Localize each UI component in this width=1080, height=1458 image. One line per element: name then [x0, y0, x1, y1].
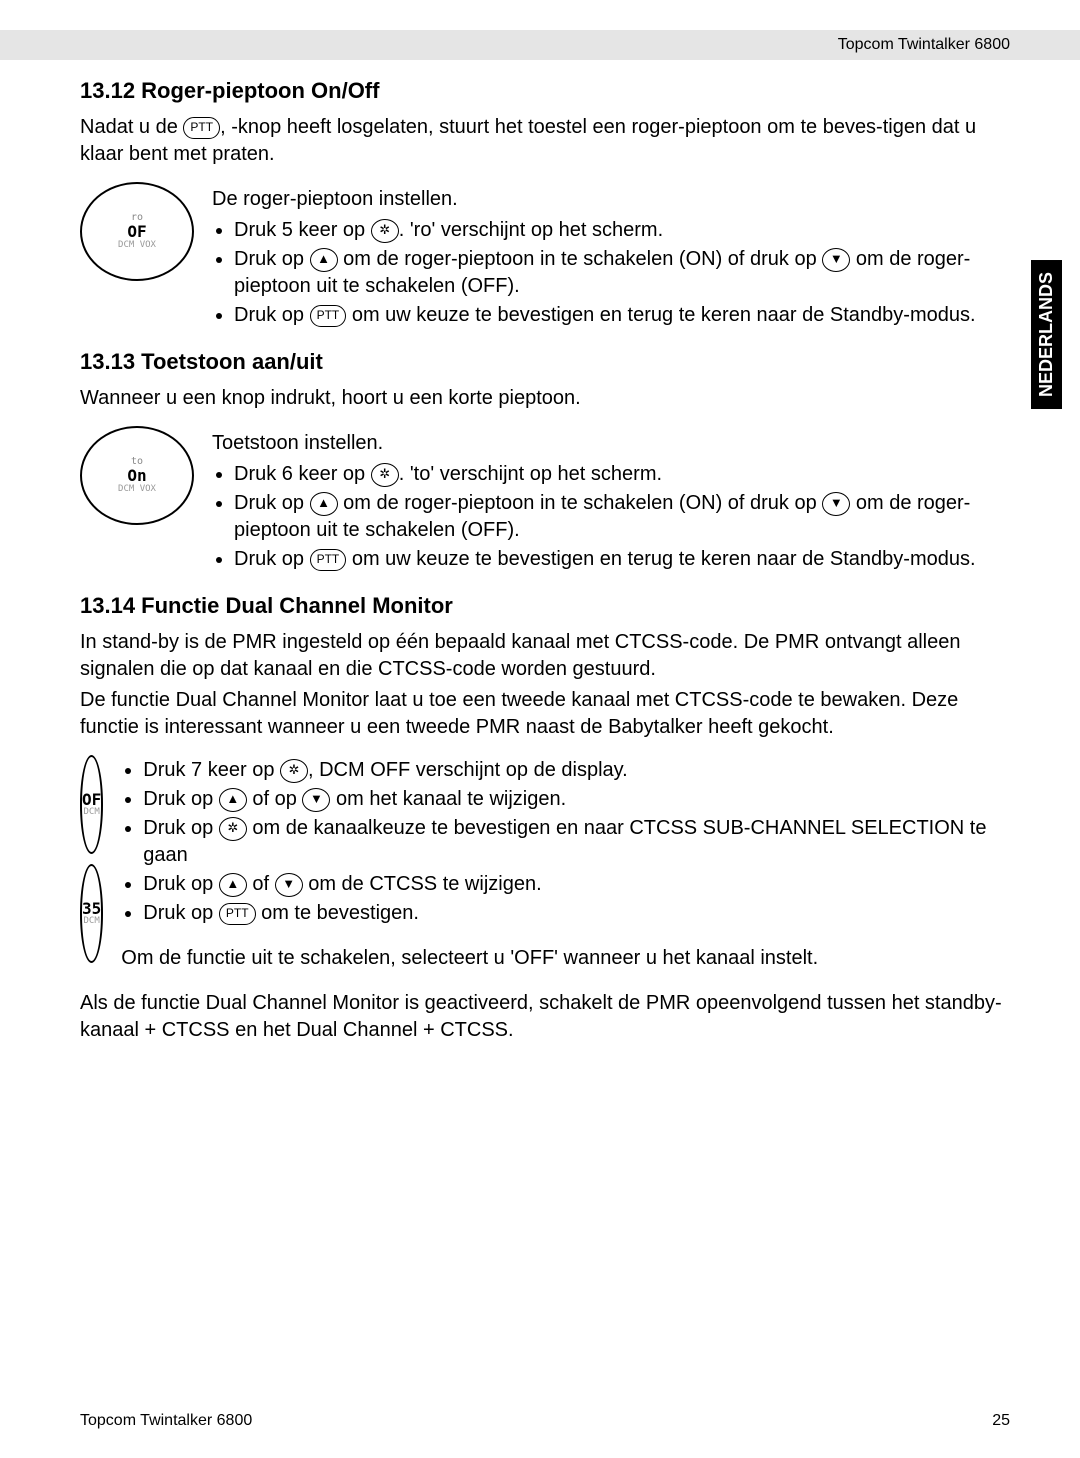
icon-big: OF: [127, 223, 146, 241]
footer-left: Topcom Twintalker 6800: [80, 1412, 252, 1430]
icon-sub: DCM VOX: [118, 241, 156, 251]
menu-icon: ✲: [371, 219, 399, 243]
ptt-icon: PTT: [219, 903, 256, 925]
up-icon: ▲: [219, 788, 247, 812]
text: Druk op: [234, 304, 310, 326]
up-icon: ▲: [310, 492, 338, 516]
down-icon: ▼: [302, 788, 330, 812]
icon-sub: DCM: [84, 808, 100, 818]
text: om het kanaal te wijzigen.: [330, 788, 566, 810]
note-1314: Om de functie uit te schakelen, selectee…: [121, 945, 1010, 972]
display-icon-ro: ro OF DCM VOX: [80, 182, 194, 281]
list-item: Druk op ▲ of op ▼ om het kanaal te wijzi…: [143, 786, 1010, 813]
text: Nadat u de: [80, 116, 183, 138]
text: Druk op: [143, 873, 219, 895]
text: om de CTCSS te wijzigen.: [303, 873, 542, 895]
up-icon: ▲: [310, 248, 338, 272]
text: Druk op: [234, 548, 310, 570]
after-1314: Als de functie Dual Channel Monitor is g…: [80, 990, 1010, 1044]
icon-big: 35: [82, 900, 101, 918]
text: Druk op: [143, 788, 219, 810]
icon-sub: DCM VOX: [118, 485, 156, 495]
text: of op: [247, 788, 303, 810]
menu-icon: ✲: [280, 759, 308, 783]
text: of: [247, 873, 275, 895]
down-icon: ▼: [822, 492, 850, 516]
display-icon-dcm-off: OF DCM: [80, 755, 103, 854]
intro-1312: Nadat u de PTT, -knop heeft losgelaten, …: [80, 114, 1010, 168]
list-item: Druk op PTT om uw keuze te bevestigen en…: [234, 302, 1010, 329]
list-item: Druk 5 keer op ✲. 'ro' verschijnt op het…: [234, 217, 1010, 244]
page-footer: Topcom Twintalker 6800 25: [80, 1412, 1010, 1430]
text: , DCM OFF verschijnt op de display.: [308, 759, 628, 781]
text: om te bevestigen.: [256, 902, 419, 924]
text: . 'to' verschijnt op het scherm.: [399, 463, 662, 485]
text: om de roger-pieptoon in te schakelen (ON…: [338, 248, 823, 270]
p2-1314: De functie Dual Channel Monitor laat u t…: [80, 687, 1010, 741]
ptt-icon: PTT: [310, 305, 347, 327]
text: Druk 5 keer op: [234, 219, 371, 241]
text: om uw keuze te bevestigen en terug te ke…: [346, 304, 975, 326]
text: om uw keuze te bevestigen en terug te ke…: [346, 548, 975, 570]
display-icon-to: to On DCM VOX: [80, 426, 194, 525]
icon-sub: DCM: [84, 917, 100, 927]
up-icon: ▲: [219, 873, 247, 897]
heading-1314: 13.14 Functie Dual Channel Monitor: [80, 593, 1010, 619]
ptt-icon: PTT: [310, 549, 347, 571]
language-tab: NEDERLANDS: [1031, 260, 1062, 409]
icon-big: On: [127, 467, 146, 485]
intro-1313: Wanneer u een knop indrukt, hoort u een …: [80, 385, 1010, 412]
list-item: Druk op PTT om uw keuze te bevestigen en…: [234, 546, 1010, 573]
header-bar: Topcom Twintalker 6800: [0, 30, 1080, 60]
list-item: Druk 7 keer op ✲, DCM OFF verschijnt op …: [143, 757, 1010, 784]
text: Druk op: [234, 492, 310, 514]
menu-icon: ✲: [219, 817, 247, 841]
text: Druk op: [234, 248, 310, 270]
list-item: Druk op PTT om te bevestigen.: [143, 900, 1010, 927]
down-icon: ▼: [822, 248, 850, 272]
heading-1312: 13.12 Roger-pieptoon On/Off: [80, 78, 1010, 104]
header-product: Topcom Twintalker 6800: [838, 36, 1010, 53]
p1-1314: In stand-by is de PMR ingesteld op één b…: [80, 629, 1010, 683]
text: om de roger-pieptoon in te schakelen (ON…: [338, 492, 823, 514]
down-icon: ▼: [275, 873, 303, 897]
text: . 'ro' verschijnt op het scherm.: [399, 219, 663, 241]
subtitle-1313: Toetstoon instellen.: [212, 430, 1010, 457]
text: Druk op: [143, 817, 219, 839]
list-item: Druk op ▲ om de roger-pieptoon in te sch…: [234, 246, 1010, 300]
display-icon-dcm-35: 35 DCM: [80, 864, 103, 963]
icon-big: OF: [82, 791, 101, 809]
menu-icon: ✲: [371, 463, 399, 487]
ptt-icon: PTT: [183, 117, 220, 139]
text: Druk 7 keer op: [143, 759, 280, 781]
list-item: Druk op ▲ om de roger-pieptoon in te sch…: [234, 490, 1010, 544]
text: Druk op: [143, 902, 219, 924]
text: Druk 6 keer op: [234, 463, 371, 485]
list-item: Druk 6 keer op ✲. 'to' verschijnt op het…: [234, 461, 1010, 488]
list-item: Druk op ✲ om de kanaalkeuze te bevestige…: [143, 815, 1010, 869]
text: om de kanaalkeuze te bevestigen en naar …: [143, 817, 986, 866]
heading-1313: 13.13 Toetstoon aan/uit: [80, 349, 1010, 375]
footer-page-number: 25: [992, 1412, 1010, 1430]
subtitle-1312: De roger-pieptoon instellen.: [212, 186, 1010, 213]
list-item: Druk op ▲ of ▼ om de CTCSS te wijzigen.: [143, 871, 1010, 898]
